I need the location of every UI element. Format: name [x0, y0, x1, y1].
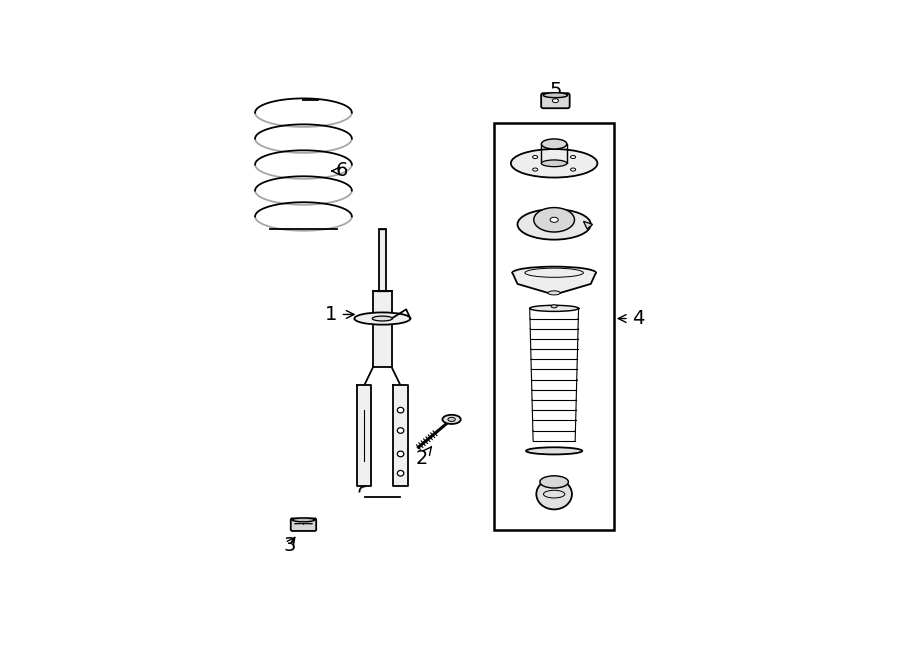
FancyBboxPatch shape	[541, 93, 570, 108]
Ellipse shape	[511, 149, 598, 178]
Polygon shape	[393, 385, 408, 486]
Text: 6: 6	[332, 161, 347, 180]
FancyBboxPatch shape	[291, 518, 316, 531]
Ellipse shape	[443, 415, 461, 424]
Text: 1: 1	[325, 305, 354, 324]
Ellipse shape	[448, 417, 455, 422]
Ellipse shape	[533, 168, 537, 171]
Ellipse shape	[533, 155, 537, 159]
Bar	[379, 229, 386, 291]
Ellipse shape	[550, 217, 558, 222]
Ellipse shape	[571, 168, 576, 171]
Polygon shape	[583, 221, 592, 229]
Text: 3: 3	[283, 535, 295, 555]
Ellipse shape	[540, 476, 569, 488]
Ellipse shape	[518, 209, 590, 240]
Polygon shape	[357, 385, 372, 486]
Bar	[374, 291, 392, 367]
Ellipse shape	[571, 155, 576, 159]
Ellipse shape	[542, 139, 567, 149]
Text: 5: 5	[549, 81, 562, 106]
Ellipse shape	[355, 313, 410, 325]
Ellipse shape	[397, 407, 404, 413]
Ellipse shape	[373, 316, 392, 321]
Ellipse shape	[397, 451, 404, 457]
Ellipse shape	[534, 208, 574, 232]
Ellipse shape	[536, 479, 572, 510]
Text: 2: 2	[416, 447, 431, 468]
Ellipse shape	[542, 160, 567, 167]
Bar	[494, 122, 614, 529]
Ellipse shape	[397, 471, 404, 476]
Ellipse shape	[397, 428, 404, 434]
Ellipse shape	[530, 305, 579, 311]
Ellipse shape	[526, 447, 582, 454]
Ellipse shape	[292, 518, 315, 522]
Ellipse shape	[551, 305, 557, 308]
Ellipse shape	[553, 98, 559, 102]
Ellipse shape	[548, 291, 560, 295]
Ellipse shape	[544, 93, 568, 98]
Ellipse shape	[512, 266, 596, 279]
Polygon shape	[512, 273, 596, 293]
Text: 4: 4	[618, 309, 644, 328]
